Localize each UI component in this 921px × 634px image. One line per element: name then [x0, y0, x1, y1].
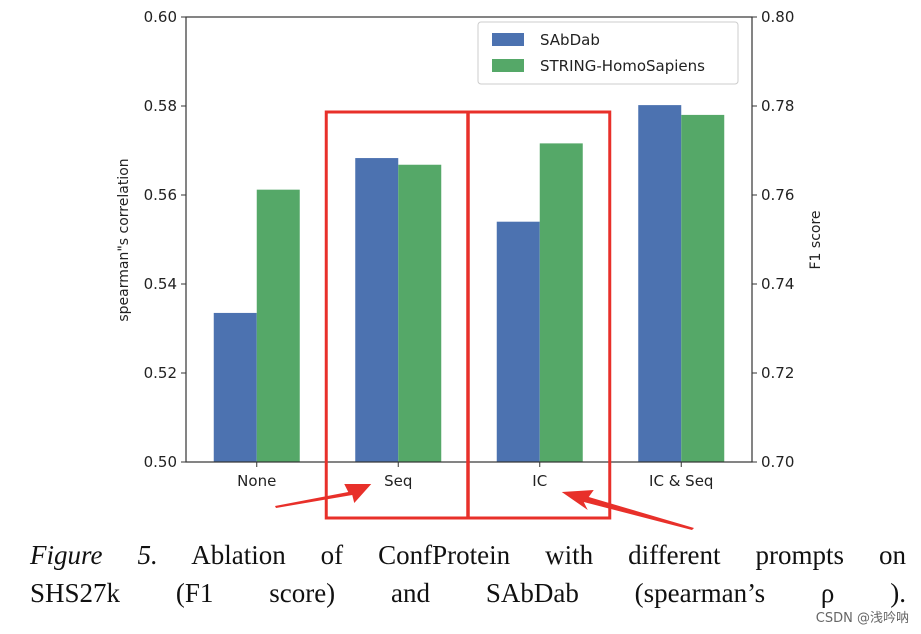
- y-tick-label-right-5: 0.80: [761, 8, 794, 26]
- legend-swatch-string: [492, 59, 524, 72]
- bar-sabdab-2: [496, 221, 540, 462]
- y-tick-label-left-5: 0.60: [144, 8, 177, 26]
- legend-label-sabdab: SAbDab: [540, 31, 600, 49]
- ablation-bar-chart: None Seq IC IC & Seq 0.50 0.52 0.54 0.56 0.58 0.6…: [116, 8, 824, 530]
- x-tick-label-3: IC & Seq: [649, 472, 713, 490]
- y-tick-label-right-1: 0.72: [761, 364, 794, 382]
- y-tick-label-left-3: 0.56: [144, 186, 177, 204]
- x-tick-label-2: IC: [532, 472, 547, 490]
- y-axis-label-right: F1 score: [808, 210, 824, 269]
- legend-swatch-sabdab: [492, 33, 524, 46]
- arrow-to-seq: [275, 484, 372, 508]
- y-tick-label-right-2: 0.74: [761, 275, 794, 293]
- x-tick-label-0: None: [237, 472, 276, 490]
- y-tick-label-left-4: 0.58: [144, 97, 177, 115]
- y-tick-label-left-1: 0.52: [144, 364, 177, 382]
- y-tick-label-left-2: 0.54: [144, 275, 177, 293]
- legend-label-string: STRING-HomoSapiens: [540, 57, 705, 75]
- bar-sabdab-1: [355, 158, 399, 462]
- y-tick-label-right-3: 0.76: [761, 186, 794, 204]
- bar-string-0: [256, 189, 300, 462]
- bar-string-3: [681, 114, 725, 463]
- arrow-to-ic: [561, 490, 694, 530]
- y-tick-label-right-0: 0.70: [761, 453, 794, 471]
- x-tick-label-1: Seq: [384, 472, 412, 490]
- bar-string-2: [539, 143, 583, 462]
- y-tick-label-right-4: 0.78: [761, 97, 794, 115]
- figure-caption: Figure 5. Ablation of ConfProtein with d…: [30, 536, 906, 612]
- csdn-watermark: CSDN @浅吟呐: [815, 611, 909, 626]
- y-axis-label-left: spearman"s correlation: [116, 158, 132, 321]
- legend: SAbDab STRING-HomoSapiens: [477, 21, 739, 85]
- highlight-box-ic: [466, 110, 612, 520]
- y-tick-label-left-0: 0.50: [144, 453, 177, 471]
- caption-figure-label: Figure 5.: [30, 540, 158, 570]
- bar-sabdab-0: [213, 312, 257, 462]
- bar-sabdab-3: [638, 105, 682, 463]
- caption-line2: SHS27k (F1 score) and SAbDab (spearman’s…: [30, 578, 906, 608]
- bar-string-1: [398, 164, 442, 463]
- legend-box: [477, 21, 739, 85]
- caption-line1: Ablation of ConfProtein with different p…: [157, 540, 906, 570]
